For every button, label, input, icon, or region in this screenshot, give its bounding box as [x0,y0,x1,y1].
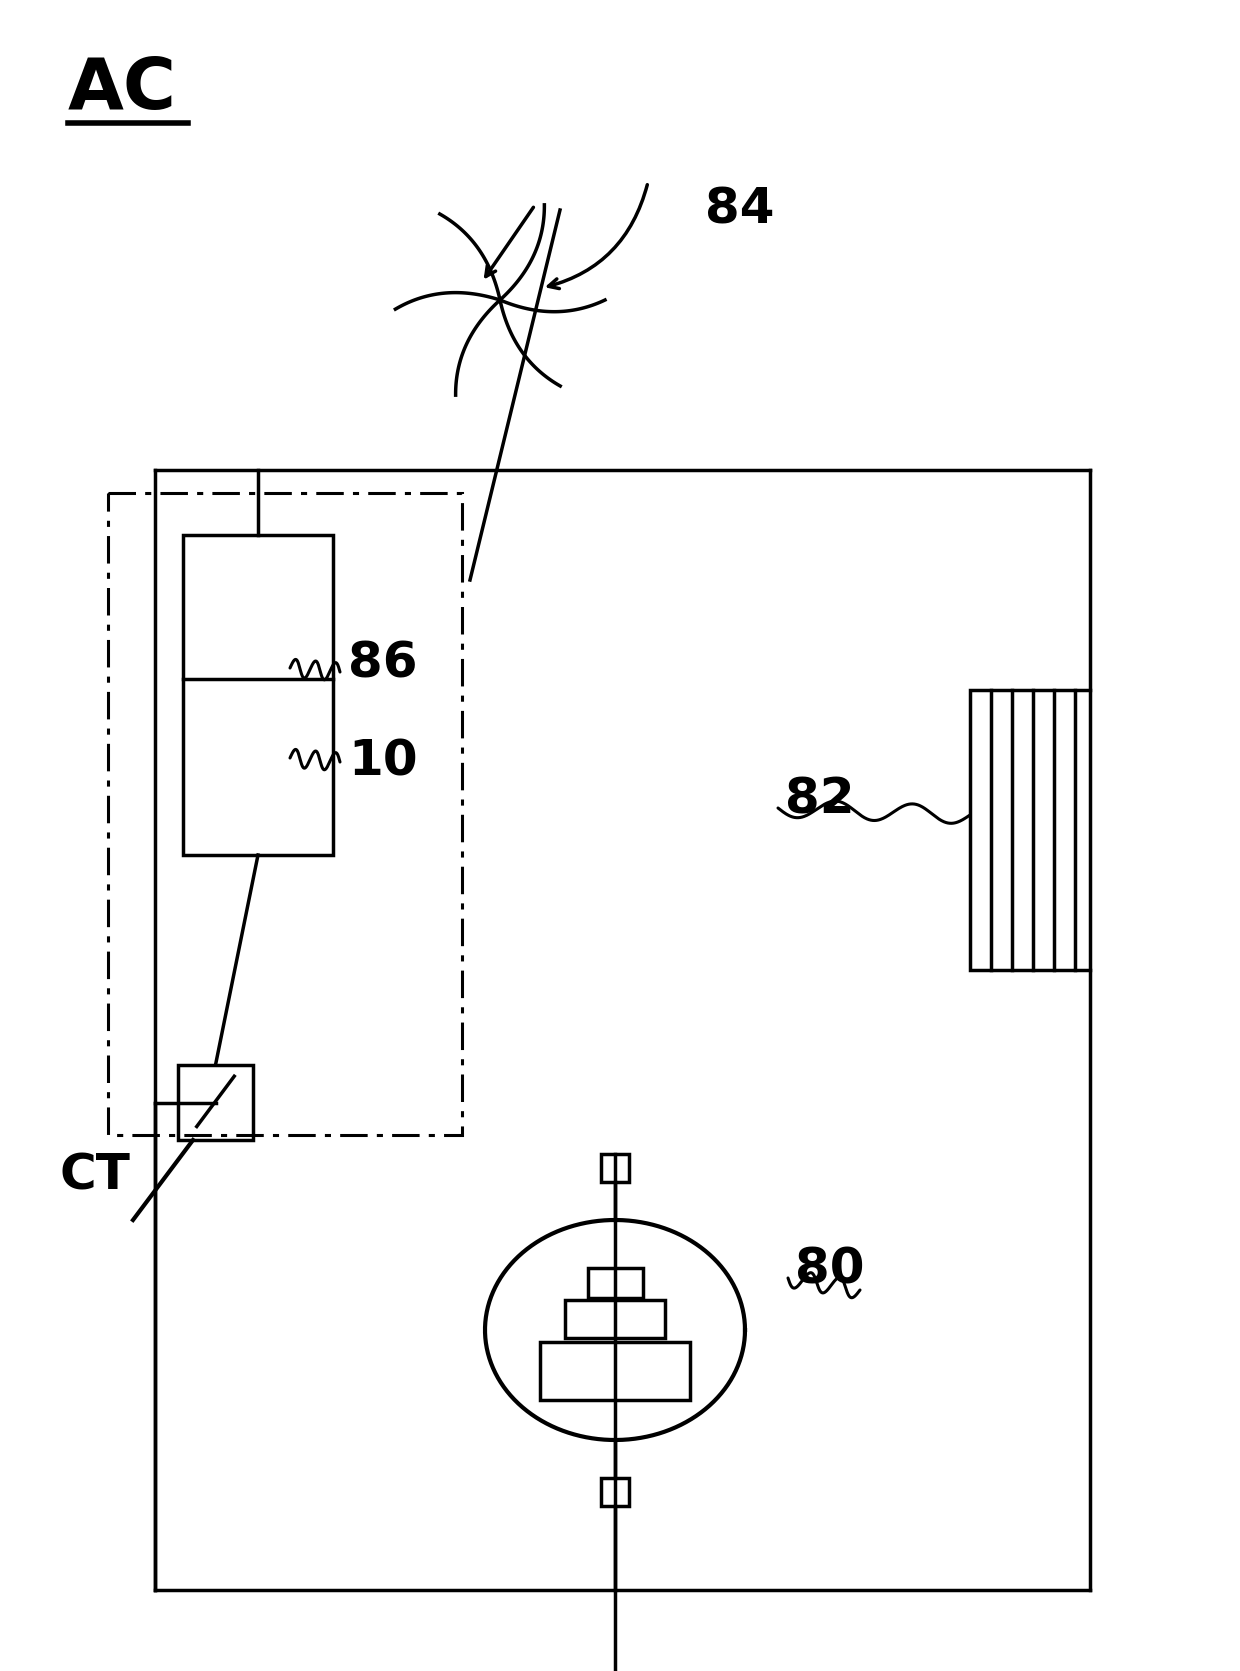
Text: AC: AC [68,55,177,124]
Text: 84: 84 [706,185,775,234]
Bar [601,1479,629,1506]
Bar [184,535,334,856]
Bar [565,1300,665,1338]
Bar [539,1342,689,1400]
Text: 10: 10 [348,739,418,785]
Bar [179,1064,253,1140]
Text: 80: 80 [795,1247,864,1293]
Text: 86: 86 [348,638,418,687]
Text: CT: CT [60,1151,131,1200]
Bar [601,1155,629,1181]
Text: 82: 82 [785,775,854,824]
Bar [970,690,1075,969]
Bar [588,1268,642,1298]
